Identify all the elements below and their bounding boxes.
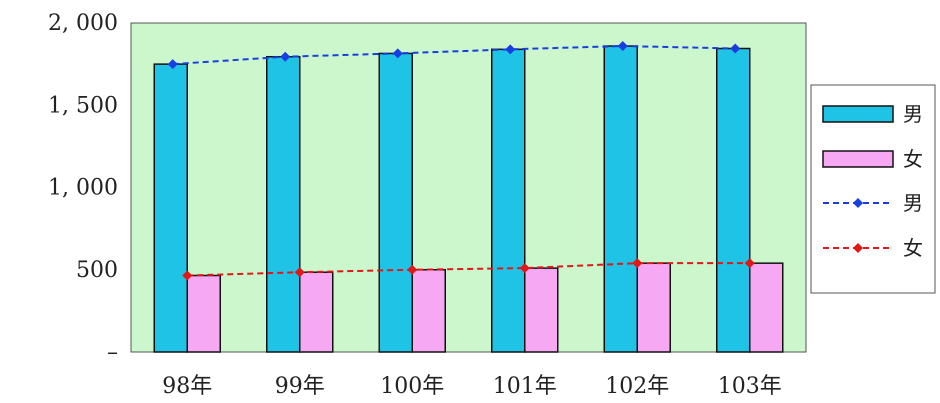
bar-male-1 (266, 55, 301, 353)
marker-female-0 (182, 270, 193, 281)
bar-female-3 (524, 267, 559, 353)
legend-label: 女 (903, 236, 923, 260)
y-tick-label: 500 (76, 258, 118, 283)
y-tick-label: – (107, 340, 118, 365)
marker-female-5 (744, 258, 755, 269)
bar-male-3 (491, 48, 526, 353)
marker-male-5 (730, 43, 741, 54)
legend-swatch-1 (822, 150, 894, 168)
marker-male-1 (280, 51, 291, 62)
x-tick-label: 98年 (162, 374, 212, 399)
x-tick-label: 99年 (275, 374, 325, 399)
marker-male-4 (617, 41, 628, 52)
bar-female-2 (411, 269, 446, 353)
y-tick-label: 2, 000 (48, 11, 118, 36)
marker-male-2 (392, 48, 403, 59)
legend-swatch-0 (822, 105, 894, 123)
x-tick-label: 101年 (493, 374, 557, 399)
bar-female-5 (749, 262, 784, 353)
series-line-male (172, 45, 736, 66)
legend-marker-2 (853, 198, 863, 208)
bar-male-2 (378, 52, 413, 353)
legend-label: 男 (903, 191, 923, 215)
legend-marker-3 (853, 243, 863, 253)
x-tick-label: 100年 (380, 374, 444, 399)
x-tick-label: 102年 (605, 374, 669, 399)
marker-female-3 (519, 263, 530, 274)
marker-male-3 (505, 44, 516, 55)
y-tick-label: 1, 000 (48, 176, 118, 201)
legend-label: 男 (903, 102, 923, 126)
marker-male-0 (167, 59, 178, 70)
bar-male-0 (153, 63, 188, 353)
bar-female-4 (636, 262, 671, 353)
x-tick-label: 103年 (718, 374, 782, 399)
bar-female-1 (299, 271, 334, 353)
bar-female-0 (186, 274, 221, 353)
marker-female-1 (294, 267, 305, 278)
series-line-female (187, 262, 750, 277)
plot-area (130, 22, 807, 353)
bar-male-4 (603, 45, 638, 353)
marker-female-4 (632, 258, 643, 269)
marker-female-2 (407, 264, 418, 275)
y-tick-label: 1, 500 (48, 93, 118, 118)
bar-male-5 (716, 47, 751, 353)
legend-label: 女 (903, 147, 923, 171)
